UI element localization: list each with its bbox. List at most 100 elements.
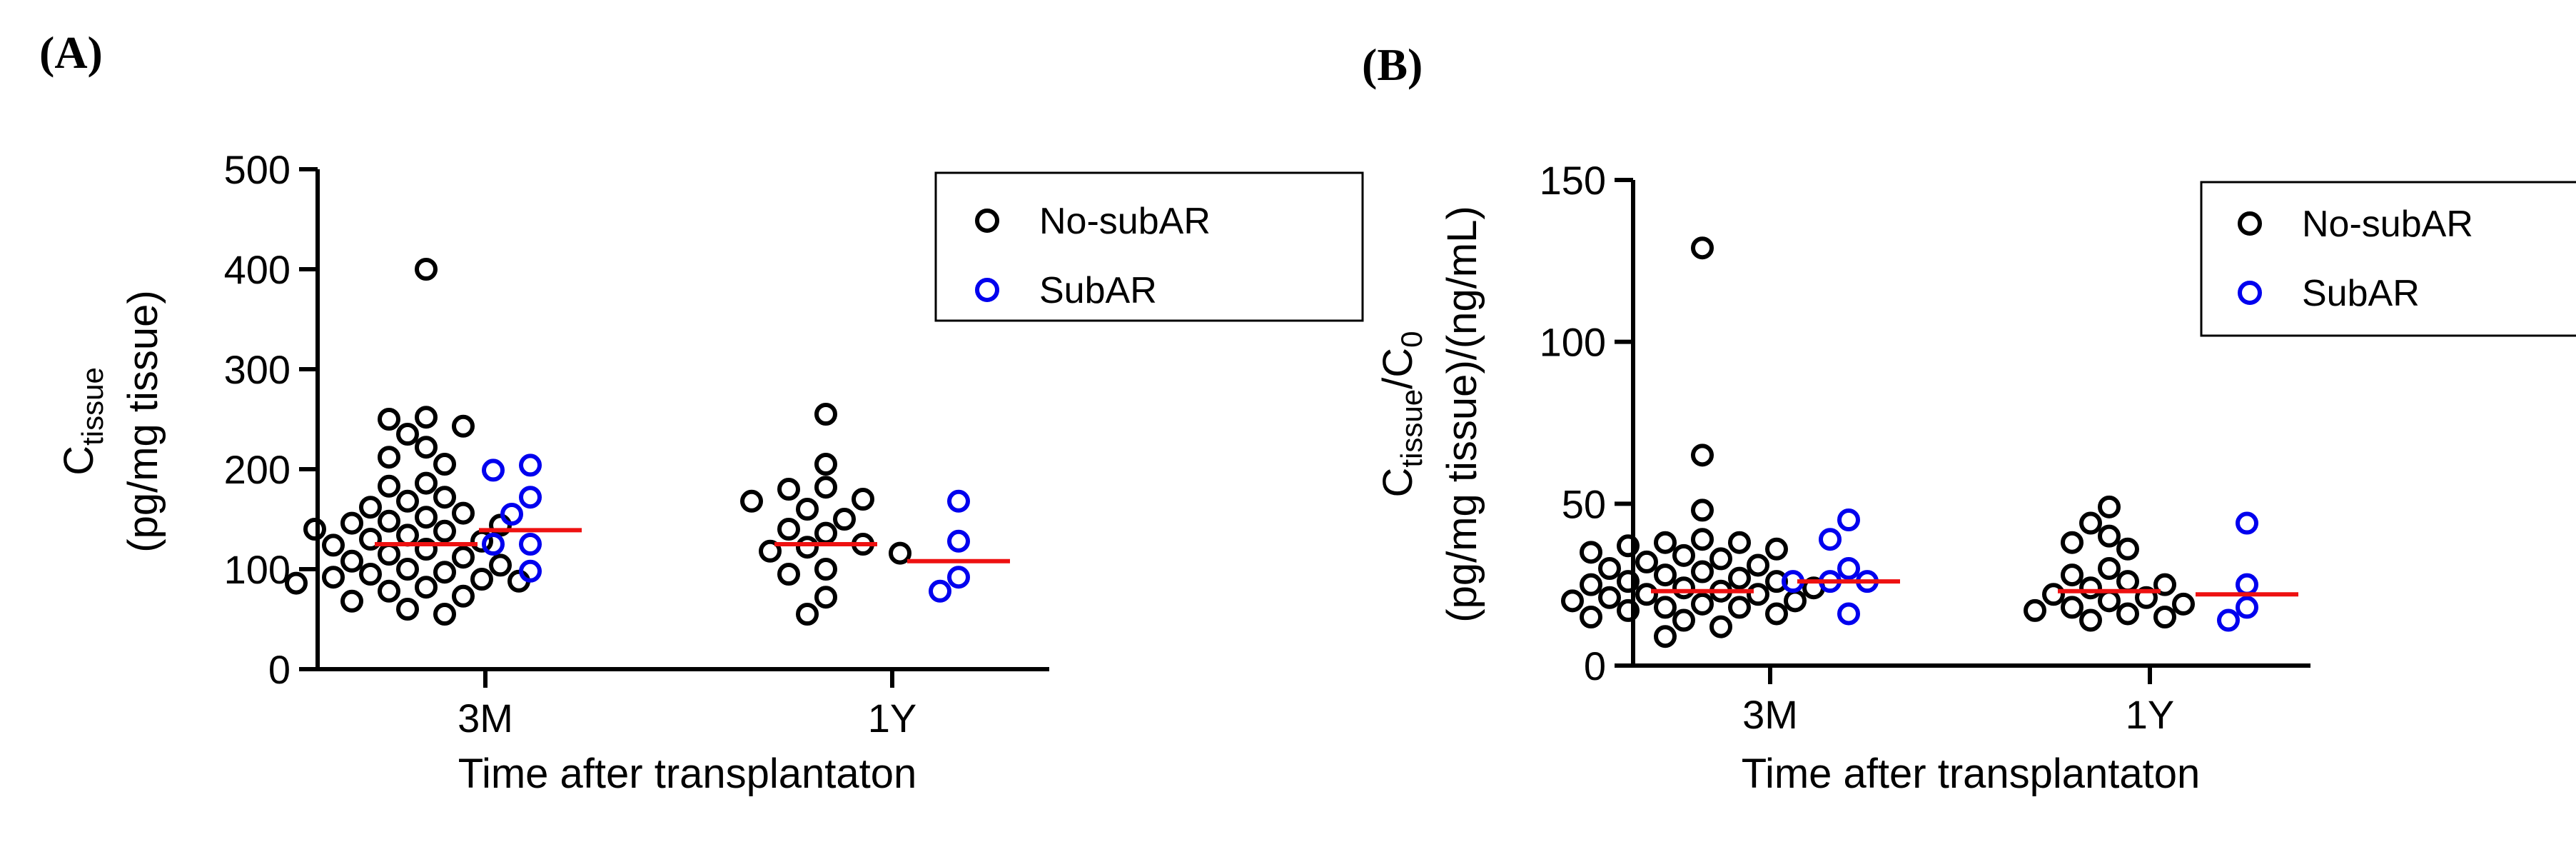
panel-b-no-subar-point	[1580, 541, 1602, 564]
panel-b-no-subar-point	[1709, 547, 1732, 571]
panel-a-marks	[285, 258, 1010, 626]
panel-b-no-subar-point	[2061, 531, 2083, 554]
panel-a-no-subar-point	[396, 423, 419, 446]
panel-a-no-subar-point	[396, 489, 419, 513]
panel-a-y-tick-label: 100	[224, 547, 291, 592]
panel-b-no-subar-point	[1747, 583, 1769, 606]
panel-b-no-subar-point	[1561, 589, 1584, 613]
panel-b-subar-point	[1837, 508, 1860, 531]
panel-b-no-subar-point	[1784, 589, 1807, 613]
panel-b-no-subar-point	[1598, 586, 1621, 609]
panel-a-no-subar-point	[378, 408, 400, 431]
panel-b-no-subar-point	[2153, 573, 2176, 596]
panel-a-axes: 0 100 200 300 400 500 3M 1Y	[224, 147, 1049, 741]
panel-b-no-subar-point	[1747, 553, 1769, 577]
panel-b-no-subar-point	[2079, 576, 2102, 600]
panel-a-no-subar-point	[740, 489, 763, 513]
panel-a-no-subar-point	[285, 571, 308, 595]
panel-b-subar-point	[2236, 511, 2258, 535]
panel-a-no-subar-point	[796, 536, 819, 559]
panel-a-no-subar-point	[796, 498, 819, 521]
panel-a-legend-no-subar-label: No-subAR	[1039, 201, 1211, 242]
panel-b-no-subar-point	[1617, 570, 1640, 593]
panel-a-y-tick-label: 0	[268, 647, 291, 692]
panel-b-no-subar-point	[2116, 602, 2139, 626]
panel-b-no-subar-point	[1691, 498, 1714, 522]
panel-a-subar-point	[482, 533, 505, 556]
panel-b-legend-subar-marker	[2238, 281, 2262, 305]
panel-b-subar-point	[2236, 573, 2258, 596]
panel-b-no-subar-point	[2098, 495, 2121, 518]
panel-b-x-tick-label: 3M	[1742, 692, 1798, 737]
panel-a-no-subar-point	[359, 528, 382, 551]
panel-a-no-subar-point	[303, 518, 326, 541]
panel-a-no-subar-point	[796, 603, 819, 626]
panel-b-no-subar-point	[1691, 592, 1714, 616]
panel-b-no-subar-point	[2172, 592, 2195, 616]
panel-b-ylabel-sub2: 0	[1395, 331, 1428, 348]
panel-b-legend-subar-label: SubAR	[2302, 273, 2420, 314]
panel-b-x-tick-label: 1Y	[2126, 692, 2175, 737]
panel-a-legend-box	[934, 171, 1364, 322]
panel-b-no-subar-point	[1654, 596, 1677, 619]
panel-a-legend-subar-label: SubAR	[1039, 270, 1157, 311]
panel-b-legend-no-subar-marker	[2238, 211, 2262, 236]
panel-b-x-axis-title: Time after transplantaton	[1742, 751, 2201, 797]
panel-a-no-subar-point	[777, 563, 800, 586]
panel-a-no-subar-point	[396, 558, 419, 581]
panel-b-no-subar-point	[1691, 528, 1714, 551]
panel-a-x-axis-title: Time after transplantaton	[458, 751, 917, 797]
panel-a-no-subar-point	[777, 478, 800, 501]
panel-a-no-subar-point	[833, 508, 856, 531]
panel-b-no-subar-point	[1617, 598, 1640, 622]
panel-a-no-subar-point	[759, 539, 782, 563]
panel-b-legend-no-subar-label: No-subAR	[2302, 204, 2473, 245]
panel-a-no-subar-point	[415, 506, 438, 529]
panel-a-legend-subar-marker	[975, 278, 999, 302]
panel-a-no-subar-point	[340, 549, 363, 573]
panel-a-no-subar-point	[340, 511, 363, 535]
panel-b-no-subar-point	[2116, 570, 2139, 593]
panel-a-no-subar-point	[433, 519, 456, 543]
panel-a-subar-point	[519, 486, 542, 509]
panel-b-no-subar-point	[2079, 608, 2102, 632]
panel-a-y-tick-label: 500	[224, 147, 291, 192]
panel-b-no-subar-point	[1635, 583, 1658, 606]
panel-a-label: (A)	[39, 27, 103, 78]
panel-a-no-subar-point	[415, 538, 438, 561]
panel-a-ylabel-main: C	[56, 446, 102, 476]
panel-a-no-subar-point	[433, 453, 456, 476]
panel-a-no-subar-point	[322, 566, 345, 589]
panel-b-no-subar-point	[2098, 524, 2121, 548]
panel-a-no-subar-point	[777, 518, 800, 541]
panel-b-no-subar-point	[1672, 543, 1695, 567]
panel-a-subar-point	[482, 458, 505, 482]
panel-a: (A) 0 100 200 300 400 500 3M 1Y Time after tran…	[39, 27, 1364, 797]
panel-a-no-subar-point	[452, 546, 475, 569]
panel-a-x-tick-label: 3M	[458, 696, 513, 741]
panel-a-no-subar-point	[452, 584, 475, 608]
panel-a-no-subar-point	[378, 446, 400, 469]
panel-a-legend-no-subar-marker	[975, 209, 999, 233]
panel-b-ylabel-sub: tissue	[1395, 389, 1428, 468]
panel-b-y-tick-label: 50	[1562, 481, 1606, 526]
panel-b-y-axis-subtitle: (pg/mg tissue)/(ng/mL)	[1439, 206, 1485, 622]
panel-a-no-subar-point	[889, 541, 911, 565]
panel-a-y-axis-title: Ctissue	[56, 367, 109, 476]
panel-b-subar-point	[1837, 602, 1860, 626]
panel-b-legend-box	[2200, 181, 2576, 337]
panel-b-subar-point	[1819, 528, 1842, 551]
panel-a-no-subar-point	[433, 603, 456, 626]
panel-a-no-subar-point	[378, 543, 400, 566]
panel-a-subar-point	[947, 529, 970, 553]
panel-a-no-subar-point	[470, 568, 493, 591]
panel-b-no-subar-point	[1672, 576, 1695, 600]
panel-a-y-axis-subtitle: (pg/mg tissue)	[120, 290, 166, 552]
panel-a-no-subar-point	[396, 598, 419, 621]
svg-text:Ctissue: Ctissue	[56, 367, 109, 476]
panel-b-no-subar-point	[2116, 537, 2139, 561]
panel-a-no-subar-point	[415, 258, 438, 281]
panel-b-no-subar-point	[1598, 557, 1621, 580]
panel-b-no-subar-point	[2061, 563, 2083, 587]
panel-a-no-subar-point	[359, 563, 382, 586]
